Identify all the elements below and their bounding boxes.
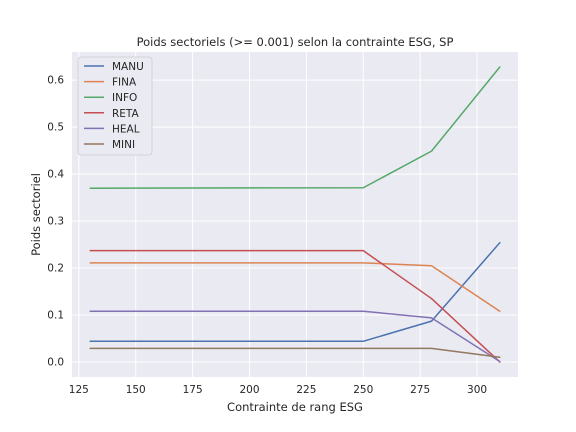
- legend-label: FINA: [112, 77, 137, 89]
- y-tick-label: 0.5: [47, 122, 64, 134]
- x-tick-label: 150: [126, 384, 146, 396]
- legend-label: INFO: [112, 92, 137, 104]
- x-axis-label: Contrainte de rang ESG: [227, 400, 363, 414]
- series-line-manu: [89, 241, 501, 343]
- x-tick-label: 175: [183, 384, 203, 396]
- x-tick-label: 250: [353, 384, 373, 396]
- series-line-mini: [89, 347, 501, 359]
- y-tick-label: 0.6: [47, 75, 64, 87]
- chart-title: Poids sectoriels (>= 0.001) selon la con…: [137, 35, 454, 49]
- y-tick-label: 0.3: [47, 216, 64, 228]
- grid-lines: [72, 52, 518, 377]
- legend-label: MANU: [112, 61, 144, 73]
- legend-label: HEAL: [112, 123, 140, 135]
- series-line-heal: [89, 310, 501, 363]
- x-tick-label: 275: [410, 384, 430, 396]
- series-line-fina: [89, 262, 501, 312]
- x-tick-labels: 125 150 175 200 225 250 275 300: [69, 384, 487, 396]
- series-lines: [89, 66, 501, 363]
- y-axis-label: Poids sectoriel: [29, 173, 43, 256]
- legend-label: MINI: [112, 139, 135, 151]
- series-line-reta: [89, 249, 501, 363]
- y-tick-label: 0.4: [47, 169, 64, 181]
- y-tick-labels: 0.0 0.1 0.2 0.3 0.4 0.5 0.6: [47, 75, 64, 369]
- x-tick-label: 300: [467, 384, 487, 396]
- y-tick-label: 0.1: [47, 310, 64, 322]
- y-tick-label: 0.2: [47, 263, 64, 275]
- legend: MANU FINA INFO RETA HEAL MINI: [77, 56, 153, 156]
- x-tick-label: 225: [296, 384, 316, 396]
- legend-label: RETA: [112, 108, 140, 120]
- y-tick-label: 0.0: [47, 356, 64, 368]
- x-tick-label: 125: [69, 384, 89, 396]
- x-tick-label: 200: [239, 384, 259, 396]
- series-line-info: [89, 66, 501, 189]
